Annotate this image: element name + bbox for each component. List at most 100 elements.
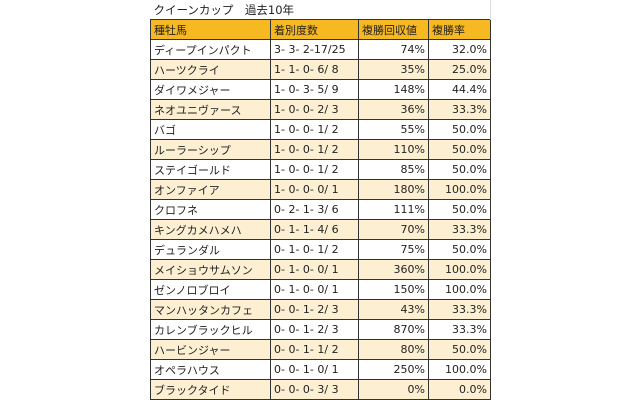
sire-name-cell: ネオユニヴァース [150, 99, 271, 120]
place-rate-cell: 50.0% [428, 239, 491, 260]
place-rate-cell: 0.0% [428, 379, 491, 400]
place-return-cell: 43% [358, 299, 429, 320]
table-row: ステイゴールド 1- 0- 0- 1/ 2 85% 50.0% [150, 159, 491, 180]
empty-cell [428, 0, 491, 20]
place-rate-cell: 100.0% [428, 279, 491, 300]
sire-name-cell: クロフネ [150, 199, 271, 220]
place-return-cell: 75% [358, 239, 429, 260]
sire-name-cell: ステイゴールド [150, 159, 271, 180]
table-row: ネオユニヴァース 1- 0- 0- 2/ 3 36% 33.3% [150, 99, 491, 120]
sire-name-cell: デュランダル [150, 239, 271, 260]
sire-name-cell: ハービンジャー [150, 339, 271, 360]
record-cell: 0- 0- 1- 1/ 2 [270, 339, 359, 360]
place-rate-cell: 33.3% [428, 219, 491, 240]
place-rate-cell: 100.0% [428, 179, 491, 200]
place-return-cell: 80% [358, 339, 429, 360]
record-cell: 0- 1- 0- 0/ 1 [270, 279, 359, 300]
table-row: ハーツクライ 1- 1- 0- 6/ 8 35% 25.0% [150, 59, 491, 80]
record-cell: 0- 0- 0- 3/ 3 [270, 379, 359, 400]
place-return-cell: 148% [358, 79, 429, 100]
place-return-cell: 180% [358, 179, 429, 200]
table-row: バゴ 1- 0- 0- 1/ 2 55% 50.0% [150, 119, 491, 140]
sire-name-cell: メイショウサムソン [150, 259, 271, 280]
table-row: ハービンジャー 0- 0- 1- 1/ 2 80% 50.0% [150, 339, 491, 360]
place-return-cell: 0% [358, 379, 429, 400]
place-rate-cell: 44.4% [428, 79, 491, 100]
sire-stats-table: クイーンカップ 過去10年 種牡馬 着別度数 複勝回収値 複勝率 ディープインパ… [150, 0, 491, 400]
place-return-cell: 111% [358, 199, 429, 220]
record-cell: 1- 0- 0- 0/ 1 [270, 179, 359, 200]
record-cell: 1- 0- 0- 1/ 2 [270, 139, 359, 160]
table-row: ダイワメジャー 1- 0- 3- 5/ 9 148% 44.4% [150, 79, 491, 100]
sire-stats-sheet: クイーンカップ 過去10年 種牡馬 着別度数 複勝回収値 複勝率 ディープインパ… [150, 0, 491, 400]
table-row: メイショウサムソン 0- 1- 0- 0/ 1 360% 100.0% [150, 259, 491, 280]
sire-name-cell: ハーツクライ [150, 59, 271, 80]
sire-name-cell: ダイワメジャー [150, 79, 271, 100]
table-row: デュランダル 0- 1- 0- 1/ 2 75% 50.0% [150, 239, 491, 260]
table-row: ルーラーシップ 1- 0- 0- 1/ 2 110% 50.0% [150, 139, 491, 160]
record-cell: 0- 0- 1- 2/ 3 [270, 319, 359, 340]
sire-name-cell: オンファイア [150, 179, 271, 200]
place-rate-cell: 50.0% [428, 339, 491, 360]
sire-name-cell: ブラックタイド [150, 379, 271, 400]
record-cell: 0- 0- 1- 0/ 1 [270, 359, 359, 380]
place-return-cell: 250% [358, 359, 429, 380]
place-return-cell: 110% [358, 139, 429, 160]
table-title: クイーンカップ 過去10年 [153, 2, 295, 17]
table-row: オペラハウス 0- 0- 1- 0/ 1 250% 100.0% [150, 359, 491, 380]
record-cell: 0- 1- 0- 1/ 2 [270, 239, 359, 260]
table-row: ブラックタイド 0- 0- 0- 3/ 3 0% 0.0% [150, 379, 491, 400]
empty-cell [359, 0, 429, 20]
place-return-cell: 74% [358, 39, 429, 60]
record-cell: 0- 1- 1- 4/ 6 [270, 219, 359, 240]
header-place-rate: 複勝率 [428, 19, 491, 40]
sire-name-cell: キングカメハメハ [150, 219, 271, 240]
place-rate-cell: 50.0% [428, 199, 491, 220]
place-return-cell: 85% [358, 159, 429, 180]
sire-name-cell: カレンブラックヒル [150, 319, 271, 340]
table-row: オンファイア 1- 0- 0- 0/ 1 180% 100.0% [150, 179, 491, 200]
place-rate-cell: 100.0% [428, 359, 491, 380]
place-rate-cell: 33.3% [428, 299, 491, 320]
table-row: ディープインパクト 3- 3- 2-17/25 74% 32.0% [150, 39, 491, 60]
sire-name-cell: マンハッタンカフェ [150, 299, 271, 320]
record-cell: 1- 0- 0- 2/ 3 [270, 99, 359, 120]
record-cell: 1- 0- 0- 1/ 2 [270, 119, 359, 140]
sire-name-cell: ゼンノロブロイ [150, 279, 271, 300]
place-return-cell: 55% [358, 119, 429, 140]
place-rate-cell: 33.3% [428, 319, 491, 340]
header-sire: 種牡馬 [150, 19, 271, 40]
title-row: クイーンカップ 過去10年 [151, 0, 491, 20]
table-row: クロフネ 0- 2- 1- 3/ 6 111% 50.0% [150, 199, 491, 220]
sire-name-cell: ルーラーシップ [150, 139, 271, 160]
record-cell: 1- 0- 3- 5/ 9 [270, 79, 359, 100]
place-rate-cell: 25.0% [428, 59, 491, 80]
place-return-cell: 70% [358, 219, 429, 240]
table-row: マンハッタンカフェ 0- 0- 1- 2/ 3 43% 33.3% [150, 299, 491, 320]
place-return-cell: 35% [358, 59, 429, 80]
place-rate-cell: 50.0% [428, 119, 491, 140]
record-cell: 0- 0- 1- 2/ 3 [270, 299, 359, 320]
place-rate-cell: 50.0% [428, 139, 491, 160]
sire-name-cell: ディープインパクト [150, 39, 271, 60]
header-record: 着別度数 [270, 19, 359, 40]
sire-name-cell: バゴ [150, 119, 271, 140]
table-row: カレンブラックヒル 0- 0- 1- 2/ 3 870% 33.3% [150, 319, 491, 340]
place-rate-cell: 100.0% [428, 259, 491, 280]
place-return-cell: 870% [358, 319, 429, 340]
place-return-cell: 360% [358, 259, 429, 280]
place-rate-cell: 33.3% [428, 99, 491, 120]
sire-name-cell: オペラハウス [150, 359, 271, 380]
record-cell: 0- 2- 1- 3/ 6 [270, 199, 359, 220]
place-return-cell: 150% [358, 279, 429, 300]
place-rate-cell: 50.0% [428, 159, 491, 180]
header-row: 種牡馬 着別度数 複勝回収値 複勝率 [150, 19, 491, 40]
record-cell: 1- 1- 0- 6/ 8 [270, 59, 359, 80]
header-place-return: 複勝回収値 [358, 19, 429, 40]
table-row: キングカメハメハ 0- 1- 1- 4/ 6 70% 33.3% [150, 219, 491, 240]
record-cell: 3- 3- 2-17/25 [270, 39, 359, 60]
record-cell: 1- 0- 0- 1/ 2 [270, 159, 359, 180]
table-row: ゼンノロブロイ 0- 1- 0- 0/ 1 150% 100.0% [150, 279, 491, 300]
record-cell: 0- 1- 0- 0/ 1 [270, 259, 359, 280]
place-return-cell: 36% [358, 99, 429, 120]
